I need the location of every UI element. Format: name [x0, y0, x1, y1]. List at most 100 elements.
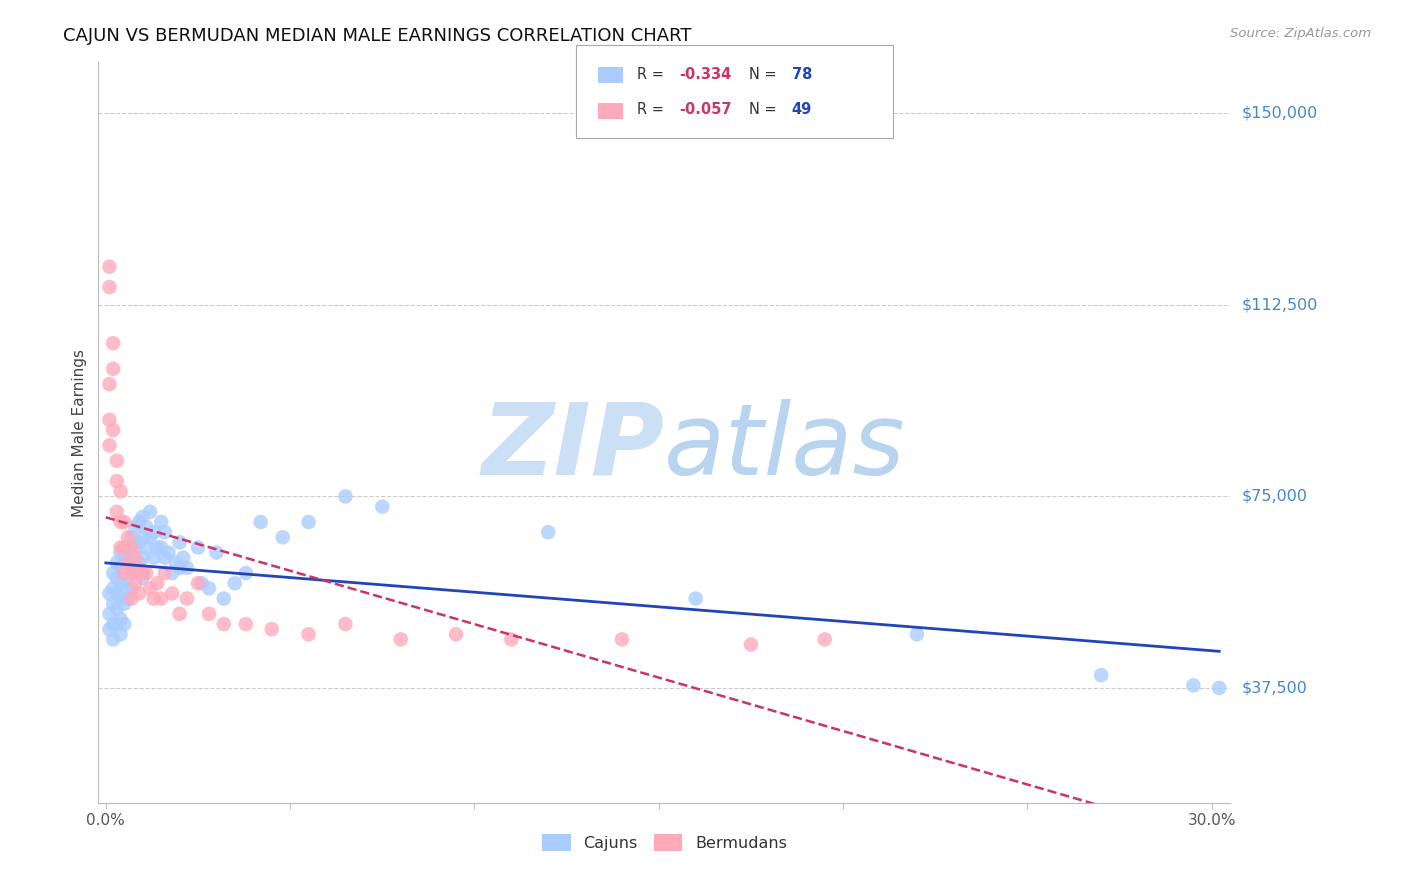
Point — [905, 627, 928, 641]
Point — [142, 550, 165, 565]
Point — [235, 566, 257, 580]
Point — [198, 582, 221, 596]
Text: Source: ZipAtlas.com: Source: ZipAtlas.com — [1230, 27, 1371, 40]
Point — [98, 586, 121, 600]
Point — [110, 484, 132, 499]
Point — [1208, 681, 1230, 695]
Point — [249, 515, 271, 529]
Point — [117, 541, 139, 555]
Point — [444, 627, 467, 641]
Point — [112, 541, 135, 555]
Point — [297, 627, 319, 641]
Text: $37,500: $37,500 — [1241, 681, 1308, 696]
Point — [169, 607, 191, 621]
Point — [98, 260, 121, 274]
Point — [160, 566, 183, 580]
Point — [112, 550, 135, 565]
Point — [101, 361, 124, 376]
Point — [187, 576, 209, 591]
Point — [101, 617, 124, 632]
Text: 78: 78 — [792, 67, 811, 81]
Point — [112, 597, 135, 611]
Text: ZIP: ZIP — [481, 399, 665, 496]
Point — [117, 556, 139, 570]
Point — [135, 520, 157, 534]
Point — [112, 566, 135, 580]
Point — [153, 525, 176, 540]
Point — [128, 586, 150, 600]
Point — [139, 582, 162, 596]
Point — [157, 546, 180, 560]
Point — [110, 627, 132, 641]
Point — [169, 561, 191, 575]
Point — [124, 541, 146, 555]
Point — [150, 541, 173, 555]
Point — [139, 505, 162, 519]
Point — [110, 541, 132, 555]
Point — [212, 617, 235, 632]
Text: N =: N = — [749, 67, 782, 81]
Point — [212, 591, 235, 606]
Point — [121, 582, 143, 596]
Text: $150,000: $150,000 — [1241, 106, 1317, 121]
Point — [105, 453, 128, 467]
Point — [537, 525, 560, 540]
Point — [121, 566, 143, 580]
Text: 49: 49 — [792, 103, 811, 117]
Point — [139, 530, 162, 544]
Point — [131, 509, 153, 524]
Point — [198, 607, 221, 621]
Point — [176, 561, 198, 575]
Point — [153, 566, 176, 580]
Point — [150, 591, 173, 606]
Point — [98, 607, 121, 621]
Point — [110, 591, 132, 606]
Text: $112,500: $112,500 — [1241, 297, 1317, 312]
Point — [131, 571, 153, 585]
Point — [128, 561, 150, 575]
Point — [165, 556, 187, 570]
Point — [685, 591, 707, 606]
Point — [117, 530, 139, 544]
Point — [98, 413, 121, 427]
Point — [131, 566, 153, 580]
Point — [110, 515, 132, 529]
Text: $75,000: $75,000 — [1241, 489, 1308, 504]
Point — [335, 617, 357, 632]
Point — [131, 550, 153, 565]
Text: R =: R = — [637, 67, 668, 81]
Point — [112, 566, 135, 580]
Point — [224, 576, 246, 591]
Point — [150, 515, 173, 529]
Point — [105, 617, 128, 632]
Point — [335, 490, 357, 504]
Point — [169, 535, 191, 549]
Legend: Cajuns, Bermudans: Cajuns, Bermudans — [536, 828, 793, 858]
Point — [112, 515, 135, 529]
Point — [98, 280, 121, 294]
Point — [124, 520, 146, 534]
Text: R =: R = — [637, 103, 668, 117]
Point — [146, 541, 169, 555]
Point — [1182, 678, 1205, 692]
Point — [131, 530, 153, 544]
Point — [101, 566, 124, 580]
Point — [105, 601, 128, 615]
Point — [124, 576, 146, 591]
Point — [117, 556, 139, 570]
Point — [260, 622, 283, 636]
Y-axis label: Median Male Earnings: Median Male Earnings — [72, 349, 87, 516]
Point — [110, 576, 132, 591]
Point — [105, 505, 128, 519]
Point — [135, 566, 157, 580]
Point — [142, 591, 165, 606]
Point — [160, 586, 183, 600]
Point — [121, 591, 143, 606]
Point — [110, 561, 132, 575]
Point — [101, 336, 124, 351]
Point — [128, 515, 150, 529]
Point — [297, 515, 319, 529]
Point — [105, 571, 128, 585]
Point — [814, 632, 837, 647]
Point — [610, 632, 633, 647]
